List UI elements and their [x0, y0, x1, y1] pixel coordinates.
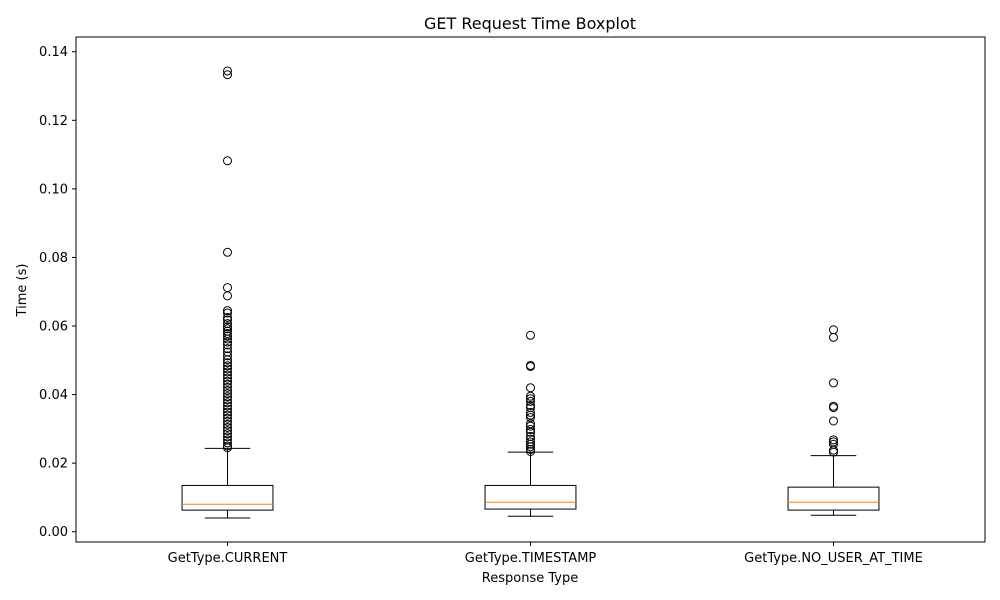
outlier-point	[223, 410, 232, 420]
y-tick-label: 0.02	[39, 457, 68, 472]
outlier-point	[526, 391, 535, 401]
outlier-point	[223, 308, 232, 318]
outlier-point	[223, 337, 232, 347]
y-tick-label: 0.08	[39, 251, 68, 266]
y-tick-label: 0.06	[39, 320, 68, 335]
outlier-point	[829, 403, 838, 413]
outlier-point	[526, 446, 535, 456]
outlier-point	[223, 334, 232, 344]
outlier-point	[223, 429, 232, 439]
x-tick-label: GetType.TIMESTAMP	[465, 551, 597, 566]
outlier-point	[223, 395, 232, 405]
y-axis-label: Time (s)	[15, 264, 30, 318]
y-tick-label: 0.00	[39, 525, 68, 540]
outlier-point	[223, 407, 232, 417]
box	[484, 484, 577, 510]
box	[181, 484, 274, 511]
outlier-point	[829, 378, 838, 388]
outlier-point	[526, 383, 535, 393]
outlier-point	[223, 370, 232, 380]
outlier-point	[223, 376, 232, 386]
outlier-point	[223, 344, 232, 354]
y-tick-label: 0.12	[39, 114, 68, 129]
outlier-point	[223, 156, 232, 166]
outlier-point	[223, 413, 232, 423]
outlier-point	[223, 385, 232, 395]
outlier-point	[223, 331, 232, 341]
outlier-point	[223, 315, 232, 325]
outlier-point	[223, 367, 232, 377]
outlier-point	[526, 396, 535, 406]
outlier-point	[223, 419, 232, 429]
outlier-point	[223, 355, 232, 365]
outlier-point	[526, 361, 535, 371]
outlier-point	[526, 439, 535, 449]
x-axis-label: Response Type	[482, 571, 578, 586]
outlier-point	[223, 340, 232, 350]
outlier-point	[526, 427, 535, 437]
outlier-point	[223, 351, 232, 361]
outlier-point	[223, 389, 232, 399]
outlier-point	[223, 426, 232, 436]
outlier-point	[223, 443, 232, 453]
outlier-point	[223, 324, 232, 334]
outlier-point	[526, 394, 535, 404]
y-tick-label: 0.04	[39, 388, 68, 403]
outlier-point	[223, 392, 232, 402]
outlier-point	[526, 421, 535, 431]
outlier-point	[526, 407, 535, 417]
outlier-point	[526, 442, 535, 452]
outlier-point	[829, 332, 838, 342]
outlier-point	[526, 425, 535, 435]
outlier-point	[223, 70, 232, 80]
outlier-point	[829, 447, 838, 457]
outlier-point	[223, 312, 232, 322]
plot-frame	[75, 36, 986, 543]
outlier-point	[526, 410, 535, 420]
y-tick-label: 0.14	[39, 45, 68, 60]
chart-title: GET Request Time Boxplot	[424, 14, 636, 33]
outlier-point	[223, 379, 232, 389]
outlier-point	[829, 416, 838, 426]
outlier-point	[223, 438, 232, 448]
outlier-point	[223, 66, 232, 76]
outlier-point	[223, 432, 232, 442]
outlier-point	[223, 306, 232, 316]
outlier-point	[223, 291, 232, 301]
outlier-point	[526, 413, 535, 423]
outlier-point	[223, 364, 232, 374]
outlier-point	[223, 358, 232, 368]
x-tick-label: GetType.NO_USER_AT_TIME	[744, 551, 923, 566]
outlier-point	[223, 329, 232, 339]
outlier-point	[526, 330, 535, 340]
box	[787, 486, 880, 511]
x-tick-label: GetType.CURRENT	[168, 551, 288, 566]
outlier-point	[223, 416, 232, 426]
y-tick-label: 0.10	[39, 182, 68, 197]
outlier-point	[526, 419, 535, 429]
outlier-point	[223, 404, 232, 414]
outlier-point	[223, 247, 232, 257]
outlier-point	[223, 401, 232, 411]
outlier-point	[223, 373, 232, 383]
outlier-point	[223, 361, 232, 371]
outlier-point	[223, 382, 232, 392]
outlier-point	[223, 398, 232, 408]
plot-area: 0.00 0.02 0.04 0.06 0.08 0.10 0.12 0.14 GetType.…	[39, 45, 923, 566]
outlier-point	[223, 422, 232, 432]
